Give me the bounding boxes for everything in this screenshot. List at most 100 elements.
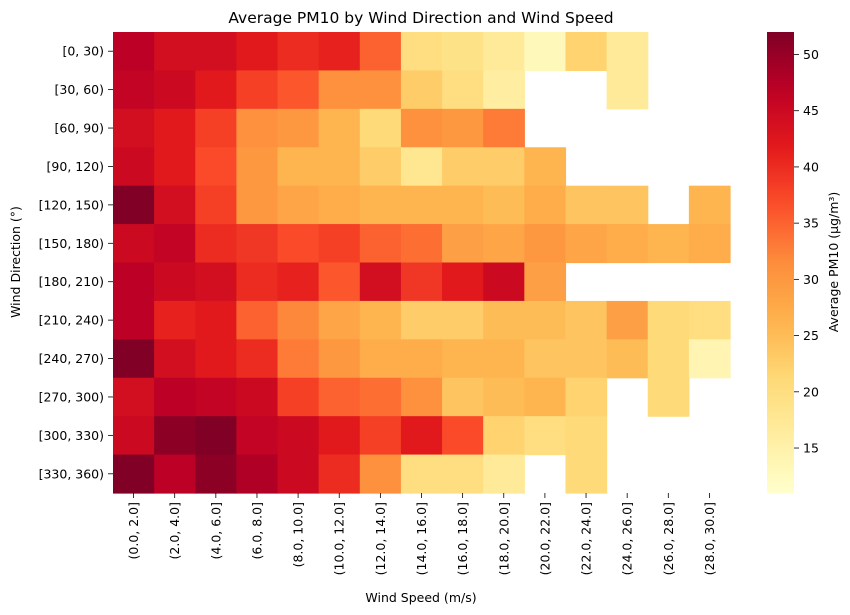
heatmap-cell — [236, 32, 279, 72]
heatmap-cell — [565, 339, 608, 379]
heatmap-cell — [442, 454, 484, 494]
heatmap-cell — [483, 262, 525, 302]
heatmap-cell — [113, 300, 155, 340]
heatmap-cell — [565, 454, 608, 494]
heatmap-cell — [400, 300, 443, 340]
colorbar-tick-label: 20 — [803, 384, 819, 399]
heatmap-cell — [483, 454, 525, 494]
heatmap-cell — [195, 416, 237, 456]
heatmap-cell — [277, 108, 320, 148]
heatmap-cell — [359, 262, 402, 302]
heatmap-cell — [359, 377, 402, 417]
heatmap-cell — [195, 147, 237, 187]
y-tick-label: [240, 270) — [39, 351, 104, 366]
heatmap-cell — [400, 377, 443, 417]
heatmap-cell — [524, 147, 567, 187]
heatmap-cell — [483, 416, 525, 456]
heatmap-cell — [277, 377, 320, 417]
heatmap-cell — [565, 185, 608, 225]
heatmap-cell — [318, 147, 361, 187]
heatmap-cells — [113, 32, 731, 494]
y-tick-label: [0, 30) — [62, 44, 104, 59]
heatmap-cell — [277, 262, 320, 302]
heatmap-cell — [400, 416, 443, 456]
heatmap-cell — [318, 416, 361, 456]
heatmap-cell — [359, 32, 402, 72]
colorbar — [767, 32, 794, 493]
heatmap-cell — [524, 262, 567, 302]
heatmap-cell — [318, 32, 361, 72]
heatmap-cell — [647, 339, 690, 379]
heatmap-cell — [688, 224, 731, 264]
colorbar-tick-label: 40 — [803, 159, 819, 174]
heatmap-cell — [647, 300, 690, 340]
heatmap-cell — [483, 339, 525, 379]
heatmap-cell — [113, 185, 155, 225]
heatmap-cell — [154, 262, 196, 302]
heatmap-cell — [359, 339, 402, 379]
heatmap-cell — [606, 185, 649, 225]
heatmap-cell — [483, 185, 525, 225]
heatmap-cell — [154, 300, 196, 340]
heatmap-cell — [524, 224, 567, 264]
heatmap-cell — [154, 416, 196, 456]
x-tick-label: (24.0, 26.0] — [620, 502, 635, 575]
heatmap-cell — [277, 416, 320, 456]
x-tick-label: (14.0, 16.0] — [414, 502, 429, 575]
heatmap-cell — [359, 70, 402, 110]
x-axis-label: Wind Speed (m/s) — [365, 590, 476, 605]
heatmap-cell — [400, 339, 443, 379]
colorbar-tick-label: 25 — [803, 328, 819, 343]
heatmap-cell — [606, 224, 649, 264]
chart-title: Average PM10 by Wind Direction and Wind … — [228, 9, 613, 27]
colorbar-tick-label: 30 — [803, 272, 819, 287]
heatmap-cell — [565, 32, 608, 72]
heatmap-cell — [113, 339, 155, 379]
heatmap-cell — [236, 108, 279, 148]
heatmap-cell — [442, 70, 484, 110]
heatmap-cell — [483, 377, 525, 417]
colorbar-tick-label: 15 — [803, 441, 819, 456]
heatmap-cell — [277, 339, 320, 379]
heatmap-cell — [400, 262, 443, 302]
heatmap-cell — [154, 339, 196, 379]
heatmap-cell — [606, 70, 649, 110]
heatmap-cell — [606, 32, 649, 72]
x-tick-label: (18.0, 20.0] — [496, 502, 511, 575]
heatmap-cell — [359, 185, 402, 225]
x-tick-label: (4.0, 6.0] — [208, 502, 223, 559]
x-tick-label: (26.0, 28.0] — [661, 502, 676, 575]
heatmap-cell — [195, 224, 237, 264]
heatmap-cell — [400, 70, 443, 110]
heatmap-cell — [565, 416, 608, 456]
heatmap-cell — [113, 262, 155, 302]
heatmap-cell — [154, 32, 196, 72]
heatmap-cell — [318, 224, 361, 264]
heatmap-cell — [442, 377, 484, 417]
x-tick-label: (10.0, 12.0] — [332, 502, 347, 575]
colorbar-tick-label: 35 — [803, 216, 819, 231]
y-axis-ticks: [0, 30) [30, 60) [60, 90) [90, 120) [120, 15… — [39, 44, 113, 481]
heatmap-cell — [483, 70, 525, 110]
heatmap-cell — [318, 454, 361, 494]
heatmap-cell — [400, 147, 443, 187]
x-tick-label: (6.0, 8.0] — [249, 502, 264, 559]
heatmap-cell — [524, 339, 567, 379]
heatmap-cell — [236, 262, 279, 302]
heatmap-cell — [524, 377, 567, 417]
heatmap-cell — [400, 32, 443, 72]
heatmap-cell — [195, 377, 237, 417]
heatmap-cell — [154, 147, 196, 187]
heatmap-cell — [318, 70, 361, 110]
heatmap-cell — [442, 147, 484, 187]
y-tick-label: [90, 120) — [47, 159, 104, 174]
heatmap-cell — [236, 70, 279, 110]
heatmap-cell — [277, 32, 320, 72]
heatmap-cell — [318, 185, 361, 225]
heatmap-cell — [195, 339, 237, 379]
heatmap-cell — [195, 300, 237, 340]
x-tick-label: (12.0, 14.0] — [373, 502, 388, 575]
heatmap-cell — [318, 377, 361, 417]
x-tick-label: (28.0, 30.0] — [702, 502, 717, 575]
